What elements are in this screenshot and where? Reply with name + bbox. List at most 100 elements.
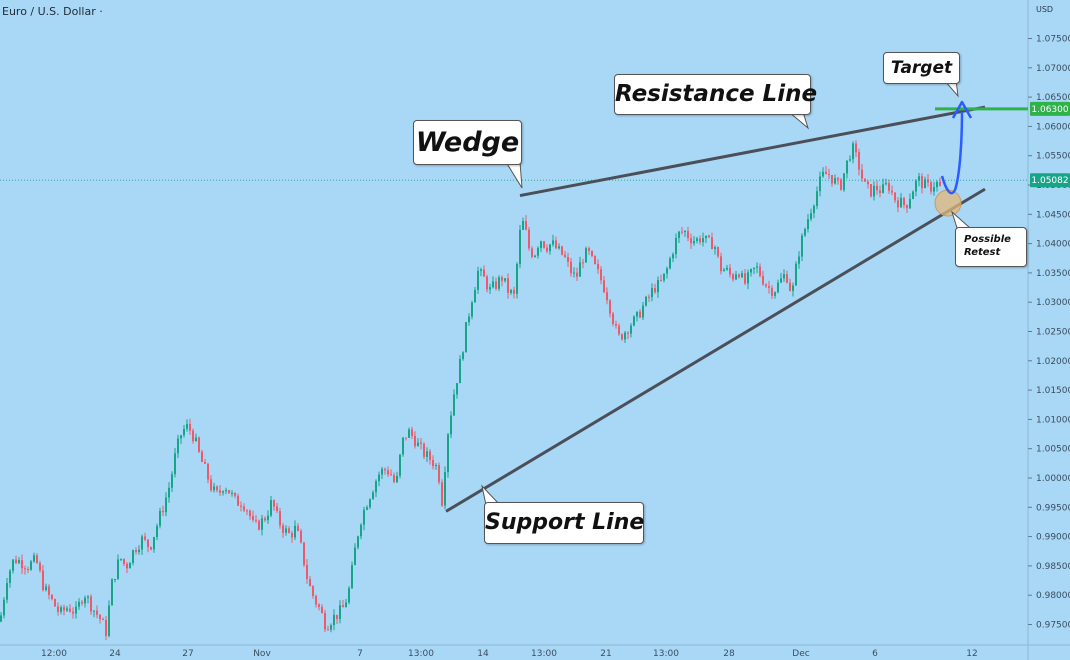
candle-down <box>597 263 599 270</box>
possible-retest-callout: Possible Retest <box>955 227 1027 267</box>
candle-up <box>933 187 935 192</box>
candle-up <box>852 143 854 160</box>
candle-down <box>51 594 53 600</box>
candle-down <box>927 179 929 183</box>
candle-down <box>318 604 320 607</box>
candle-up <box>480 269 482 271</box>
candle-up <box>156 525 158 538</box>
candle-up <box>138 549 140 553</box>
candle-down <box>315 595 317 605</box>
candle-up <box>426 451 428 457</box>
y-tick-label: 1.04000 <box>1036 240 1070 250</box>
candle-down <box>837 178 839 180</box>
candle-up <box>630 325 632 334</box>
candle-up <box>195 437 197 441</box>
candle-up <box>351 565 353 589</box>
candle-down <box>525 220 527 230</box>
candle-down <box>414 435 416 447</box>
candle-down <box>864 178 866 182</box>
x-tick-label: Dec <box>792 649 809 659</box>
candle-down <box>576 272 578 277</box>
candle-up <box>408 429 410 438</box>
candle-down <box>234 492 236 496</box>
candle-up <box>348 588 350 603</box>
candle-down <box>486 276 488 290</box>
candle-up <box>540 241 542 248</box>
candle-down <box>720 256 722 272</box>
y-tick-label: 1.00500 <box>1036 445 1070 455</box>
candle-up <box>447 434 449 473</box>
candle-up <box>498 277 500 289</box>
candle-up <box>735 274 737 280</box>
candle-down <box>279 511 281 526</box>
candle-down <box>27 569 29 571</box>
candle-up <box>87 596 89 598</box>
candle-down <box>207 463 209 480</box>
candle-down <box>150 547 152 550</box>
candle-down <box>90 596 92 612</box>
x-tick-label: 13:00 <box>653 649 679 659</box>
candle-down <box>528 229 530 249</box>
candle-up <box>174 453 176 475</box>
symbol-title: Euro / U.S. Dollar · <box>2 5 103 18</box>
candle-up <box>402 437 404 455</box>
candle-down <box>717 247 719 257</box>
candle-up <box>231 492 233 494</box>
candle-down <box>393 475 395 482</box>
x-tick-label: Nov <box>253 649 271 659</box>
candle-down <box>648 296 650 298</box>
candle-up <box>726 267 728 270</box>
candle-up <box>339 605 341 620</box>
candle-down <box>387 470 389 475</box>
candle-up <box>33 555 35 562</box>
candle-down <box>39 562 41 571</box>
candle-down <box>639 311 641 318</box>
candle-up <box>666 268 668 274</box>
candle-down <box>609 300 611 314</box>
candle-down <box>828 174 830 176</box>
candle-down <box>384 468 386 471</box>
candle-up <box>723 269 725 272</box>
y-tick-label: 1.06500 <box>1036 93 1070 103</box>
candle-up <box>285 528 287 533</box>
candle-down <box>771 287 773 296</box>
candle-down <box>513 290 515 294</box>
candle-up <box>372 492 374 500</box>
candle-down <box>201 451 203 463</box>
candle-down <box>729 267 731 275</box>
candle-up <box>177 438 179 454</box>
candle-up <box>186 423 188 429</box>
candle-down <box>243 506 245 511</box>
candle-up <box>0 615 2 622</box>
candle-up <box>552 240 554 245</box>
y-tick-label: 0.98500 <box>1036 562 1070 572</box>
y-tick-label: 1.01000 <box>1036 415 1070 425</box>
candle-up <box>114 578 116 580</box>
candle-down <box>432 459 434 467</box>
candle-up <box>645 296 647 306</box>
candle-down <box>21 560 23 569</box>
candle-up <box>510 290 512 293</box>
candle-up <box>882 184 884 193</box>
candle-down <box>240 505 242 507</box>
candle-down <box>603 280 605 293</box>
candle-up <box>396 475 398 482</box>
candle-up <box>519 229 521 264</box>
x-tick-label: 14 <box>477 649 489 659</box>
candle-down <box>126 563 128 569</box>
candle-up <box>636 311 638 317</box>
candle-down <box>495 281 497 289</box>
candle-down <box>306 564 308 580</box>
candle-up <box>846 160 848 174</box>
x-tick-label: 6 <box>872 649 878 659</box>
candle-down <box>501 277 503 281</box>
candle-down <box>855 143 857 153</box>
candle-down <box>762 276 764 285</box>
candle-up <box>492 281 494 288</box>
candle-down <box>237 495 239 506</box>
candle-down <box>72 611 74 614</box>
candle-down <box>840 179 842 190</box>
candle-down <box>219 490 221 493</box>
